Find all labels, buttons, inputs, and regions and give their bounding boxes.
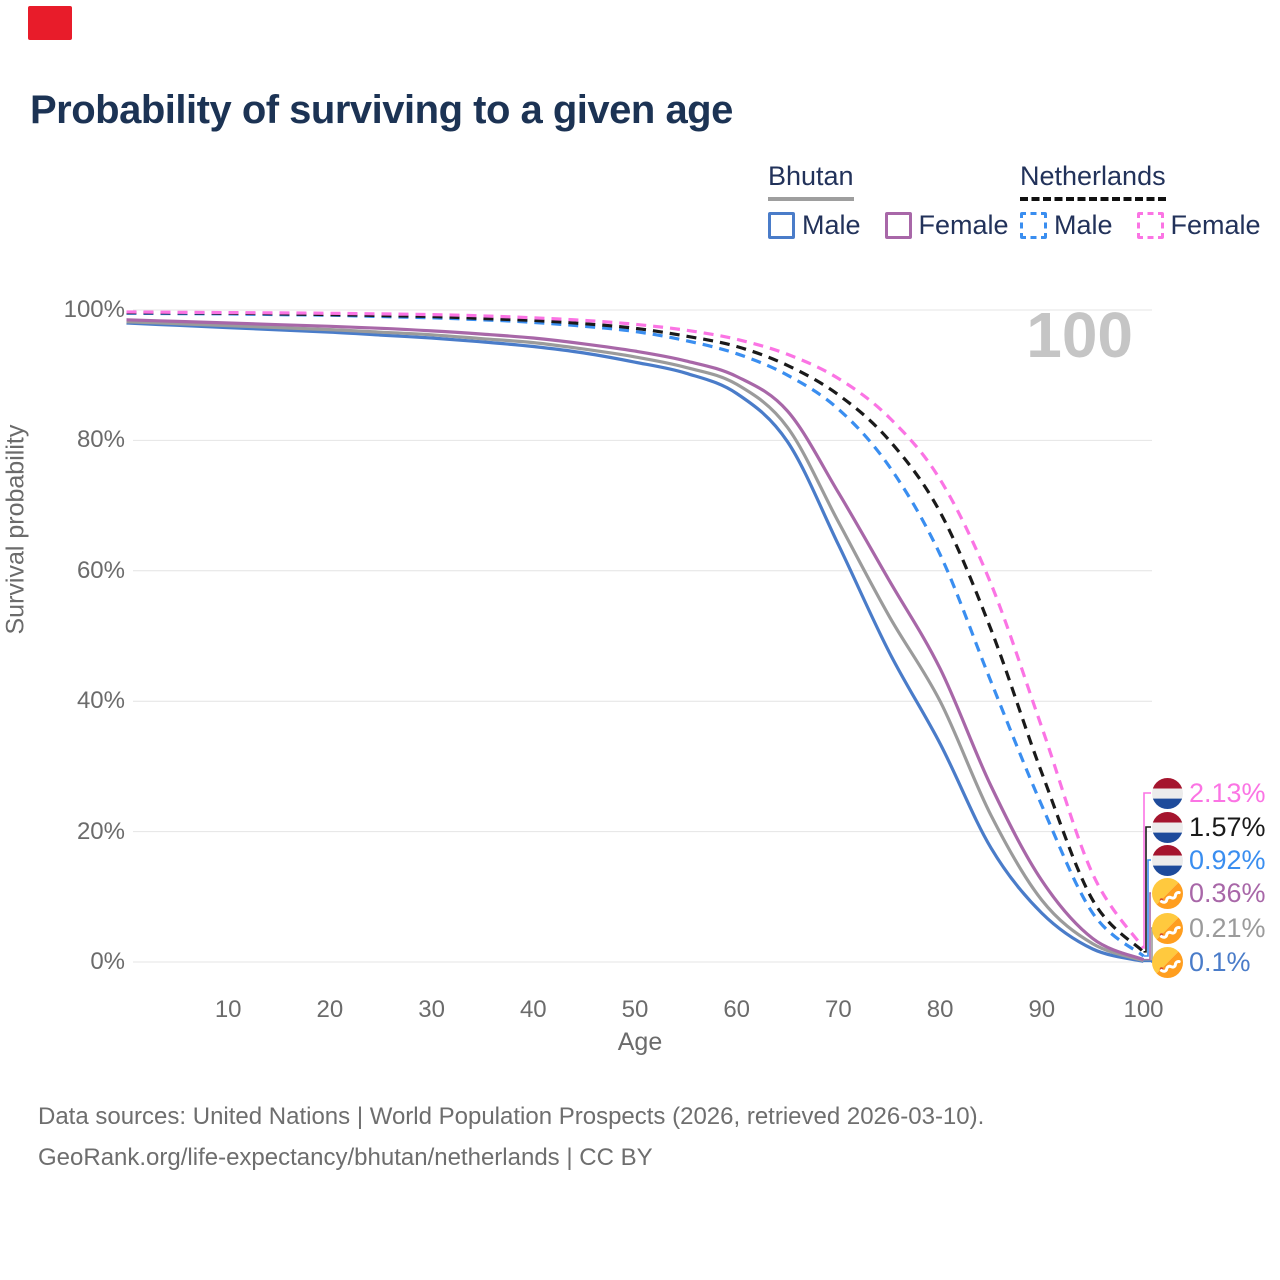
bhutan-flag-icon: [1152, 877, 1183, 909]
legend-label-netherlands-female[interactable]: Female: [1170, 210, 1261, 240]
y-tick-label-100: 100%: [63, 296, 125, 323]
y-tick-label-60: 60%: [76, 556, 125, 584]
legend-swatch-netherlands-female[interactable]: [1136, 212, 1164, 239]
netherlands-flag-icon: [1152, 811, 1183, 843]
series-line-bhutan-male[interactable]: [126, 321, 1144, 963]
legend-swatch-netherlands-male[interactable]: [1020, 212, 1047, 239]
chart-title: Probability of surviving to a given age: [30, 88, 733, 132]
x-tick-label-80: 80: [926, 996, 954, 1023]
x-tick-label-40: 40: [519, 996, 547, 1023]
legend-group-netherlands: Netherlands Male Female: [1020, 161, 1261, 241]
series-line-netherlands-male[interactable]: [126, 311, 1145, 958]
end-label-value: 1.57%: [1189, 811, 1266, 842]
legend-label-bhutan-female[interactable]: Female: [918, 210, 1009, 240]
end-label-bhutan-female[interactable]: 0.36%: [1152, 877, 1266, 909]
end-label-value: 0.36%: [1189, 877, 1266, 908]
end-label-bhutan-total[interactable]: 0.21%: [1152, 912, 1266, 944]
end-label-connector-netherlands-male: [1143, 859, 1151, 957]
end-label-netherlands-total[interactable]: 1.57%: [1152, 811, 1266, 843]
age-watermark: 100: [1026, 299, 1133, 371]
legend-label-netherlands-male[interactable]: Male: [1054, 210, 1113, 240]
x-tick-label-70: 70: [825, 996, 852, 1023]
end-label-value: 2.13%: [1189, 777, 1266, 808]
netherlands-flag-icon: [1152, 777, 1183, 809]
bhutan-flag-icon: [1152, 946, 1183, 978]
x-tick-label-30: 30: [418, 996, 445, 1023]
series-line-bhutan-female[interactable]: [126, 318, 1145, 962]
source-note: Data sources: United Nations | World Pop…: [38, 1096, 984, 1178]
end-label-connector-netherlands-female: [1143, 792, 1151, 949]
end-label-netherlands-female[interactable]: 2.13%: [1152, 777, 1266, 809]
x-tick-label-20: 20: [316, 996, 344, 1023]
end-label-bhutan-male[interactable]: 0.1%: [1152, 946, 1251, 978]
legend-swatch-bhutan-male[interactable]: [768, 212, 795, 239]
y-tick-label-0: 0%: [90, 948, 125, 975]
y-tick-label-40: 40%: [76, 687, 125, 715]
netherlands-flag-icon: [1152, 844, 1183, 876]
x-tick-label-50: 50: [621, 996, 649, 1023]
end-label-connector-netherlands-total: [1143, 826, 1151, 953]
x-tick-label-100: 100: [1123, 996, 1164, 1023]
legend-header-netherlands[interactable]: Netherlands: [1020, 161, 1166, 201]
end-label-value: 0.92%: [1189, 844, 1266, 875]
legend-label-bhutan-male[interactable]: Male: [802, 210, 861, 240]
legend-group-bhutan: Bhutan Male Female: [768, 161, 1009, 241]
red-marker: [28, 6, 72, 40]
x-axis-title: Age: [617, 1028, 663, 1056]
end-label-value: 0.1%: [1189, 946, 1251, 977]
bhutan-flag-icon: [1152, 912, 1183, 944]
x-tick-label-10: 10: [214, 996, 242, 1023]
y-tick-label-20: 20%: [76, 817, 125, 845]
source-line-2[interactable]: GeoRank.org/life-expectancy/bhutan/nethe…: [38, 1144, 653, 1171]
end-label-connector-bhutan-female: [1143, 892, 1151, 961]
y-tick-label-80: 80%: [76, 426, 125, 454]
x-tick-label-90: 90: [1028, 996, 1056, 1023]
series-line-netherlands-total[interactable]: [126, 311, 1145, 953]
end-label-netherlands-male[interactable]: 0.92%: [1152, 844, 1266, 876]
end-label-value: 0.21%: [1189, 912, 1266, 943]
source-line-1: Data sources: United Nations | World Pop…: [38, 1103, 985, 1130]
legend-swatch-bhutan-female[interactable]: [884, 212, 912, 239]
legend-header-bhutan[interactable]: Bhutan: [768, 161, 854, 201]
x-tick-label-60: 60: [723, 996, 751, 1023]
series-line-bhutan-total[interactable]: [126, 320, 1144, 963]
